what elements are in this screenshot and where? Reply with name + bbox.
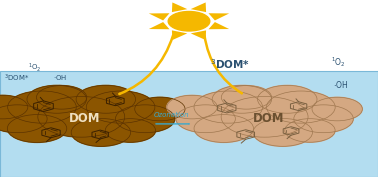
Circle shape: [76, 85, 136, 113]
Circle shape: [168, 12, 210, 31]
FancyArrowPatch shape: [204, 36, 242, 93]
Polygon shape: [149, 22, 169, 29]
Circle shape: [285, 119, 335, 142]
Circle shape: [266, 91, 335, 123]
Text: $^3$DOM*: $^3$DOM*: [4, 72, 29, 84]
Polygon shape: [172, 30, 187, 40]
Text: $\cdot$OH: $\cdot$OH: [333, 79, 348, 90]
Text: Ozonation: Ozonation: [154, 112, 190, 118]
Circle shape: [115, 105, 175, 133]
Circle shape: [71, 118, 131, 146]
Circle shape: [194, 115, 254, 142]
Text: $^3$DOM*: $^3$DOM*: [210, 57, 250, 71]
FancyArrowPatch shape: [119, 35, 173, 94]
Circle shape: [176, 105, 235, 133]
Polygon shape: [191, 2, 206, 12]
Polygon shape: [149, 13, 169, 20]
Circle shape: [194, 91, 263, 123]
Text: DOM: DOM: [253, 112, 284, 125]
Circle shape: [167, 95, 217, 119]
Circle shape: [86, 91, 155, 123]
Circle shape: [7, 115, 67, 142]
Circle shape: [8, 91, 76, 123]
Circle shape: [294, 105, 353, 133]
Circle shape: [312, 97, 363, 121]
Circle shape: [0, 105, 47, 133]
Text: $\cdot$OH: $\cdot$OH: [53, 73, 67, 82]
Circle shape: [221, 85, 272, 109]
Text: DOM: DOM: [69, 112, 101, 125]
Polygon shape: [209, 22, 229, 29]
Circle shape: [212, 85, 272, 113]
Text: $^1$O$_2$: $^1$O$_2$: [331, 55, 345, 69]
Bar: [0, 71, 378, 177]
Circle shape: [253, 118, 313, 146]
Circle shape: [0, 95, 28, 119]
Circle shape: [27, 85, 87, 113]
Text: $^1$O$_2$: $^1$O$_2$: [28, 61, 42, 73]
Polygon shape: [172, 2, 187, 12]
Circle shape: [38, 96, 125, 137]
Circle shape: [221, 96, 308, 137]
Circle shape: [105, 119, 156, 142]
Circle shape: [36, 85, 87, 109]
Polygon shape: [191, 30, 206, 40]
Circle shape: [135, 97, 185, 121]
Circle shape: [257, 85, 317, 113]
Polygon shape: [209, 13, 229, 20]
